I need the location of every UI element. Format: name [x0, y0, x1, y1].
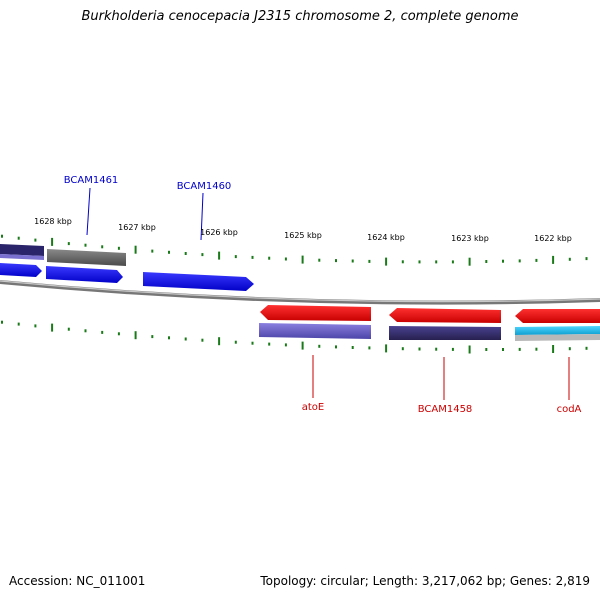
scale-label: 1623 kbp: [451, 234, 489, 243]
gene-arrow-bcam1458-dark[interactable]: [389, 326, 501, 340]
genome-backbone-highlight: [0, 280, 600, 303]
gene-label-bcam1460[interactable]: BCAM1460: [177, 181, 232, 192]
scale-label: 1626 kbp: [200, 228, 238, 237]
genome-backbone: [0, 280, 600, 305]
gene-arrow-forward-left[interactable]: [0, 263, 42, 277]
gene-arrow-gray[interactable]: [47, 249, 126, 266]
gene-label-bcam1461[interactable]: BCAM1461: [64, 175, 119, 186]
leader-bcam1460: [200, 192, 204, 241]
gene-label-bcam1458[interactable]: BCAM1458: [418, 404, 473, 415]
scale-label: 1622 kbp: [534, 234, 572, 243]
gene-arrow-atoe-purple[interactable]: [259, 323, 371, 339]
genome-summary-label: Topology: circular; Length: 3,217,062 bp…: [260, 574, 590, 588]
gene-label-coda[interactable]: codA: [557, 404, 582, 415]
gene-arrow-bcam1461-left-dark[interactable]: [0, 244, 44, 256]
gene-label-atoe[interactable]: atoE: [302, 402, 325, 413]
scale-label: 1624 kbp: [367, 233, 405, 242]
gene-arrow-atoe[interactable]: [260, 305, 371, 321]
leader-bcam1461: [86, 187, 91, 236]
page-title: Burkholderia cenocepacia J2315 chromosom…: [81, 9, 519, 24]
gene-arrow-bcam1460[interactable]: [143, 272, 254, 291]
inner-tick-row: [1, 320, 588, 354]
outer-tick-row: [1, 234, 588, 266]
gene-arrow-coda-gray[interactable]: [515, 334, 600, 341]
scale-label: 1628 kbp: [34, 217, 72, 226]
gene-arrow-bcam1461[interactable]: [46, 266, 123, 283]
gene-arrow-coda-cyan[interactable]: [515, 326, 600, 335]
gene-arrow-bcam1458[interactable]: [389, 308, 501, 323]
accession-label: Accession: NC_011001: [9, 574, 146, 588]
gene-arrow-coda[interactable]: [515, 309, 600, 323]
scale-label: 1625 kbp: [284, 231, 322, 240]
gene-arrow-bcam1461-left-purple[interactable]: [0, 254, 44, 260]
scale-label: 1627 kbp: [118, 223, 156, 232]
